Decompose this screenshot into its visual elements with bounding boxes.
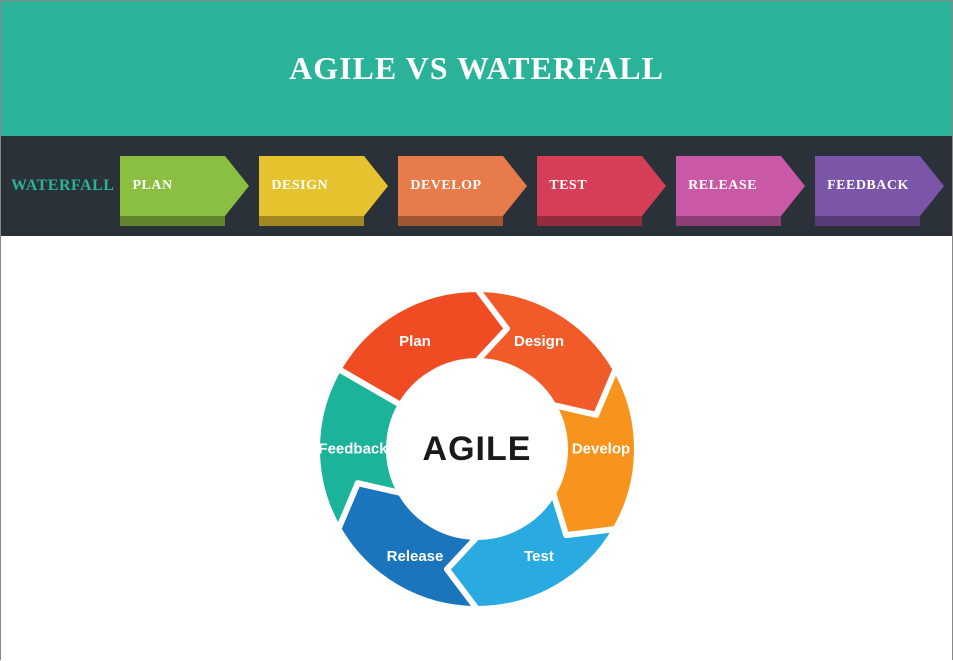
waterfall-strip: WATERFALL PLAN DESIGN DEVELOP TEST RELEASE FE… xyxy=(1,136,952,236)
arrow-right-icon xyxy=(225,156,249,216)
cycle-label-test: Test xyxy=(524,547,554,564)
step-fold xyxy=(120,216,225,226)
arrow-right-icon xyxy=(364,156,388,216)
agile-cycle-diagram: AGILE Plan Design Develop Test Release Feedbac… xyxy=(297,269,657,629)
waterfall-step-test: TEST xyxy=(537,156,666,216)
step-fold xyxy=(537,216,642,226)
cycle-label-plan: Plan xyxy=(399,333,431,350)
cycle-label-develop: Develop xyxy=(571,440,629,457)
arrow-right-icon xyxy=(642,156,666,216)
waterfall-step-plan: PLAN xyxy=(120,156,249,216)
step-fold xyxy=(815,216,920,226)
cycle-label-feedback: Feedback xyxy=(318,440,388,457)
step-label: TEST xyxy=(537,156,642,216)
step-fold xyxy=(676,216,781,226)
step-label: DEVELOP xyxy=(398,156,503,216)
title-banner: AGILE VS WATERFALL xyxy=(1,1,952,136)
arrow-right-icon xyxy=(503,156,527,216)
step-label: RELEASE xyxy=(676,156,781,216)
step-label: PLAN xyxy=(120,156,225,216)
waterfall-step-design: DESIGN xyxy=(259,156,388,216)
step-fold xyxy=(259,216,364,226)
agile-area: AGILE Plan Design Develop Test Release Feedbac… xyxy=(1,236,952,661)
cycle-label-design: Design xyxy=(513,333,563,350)
waterfall-label: WATERFALL xyxy=(9,177,120,195)
step-label: FEEDBACK xyxy=(815,156,920,216)
cycle-label-release: Release xyxy=(386,547,443,564)
arrow-right-icon xyxy=(781,156,805,216)
arrow-right-icon xyxy=(920,156,944,216)
waterfall-step-release: RELEASE xyxy=(676,156,805,216)
step-fold xyxy=(398,216,503,226)
page-title: AGILE VS WATERFALL xyxy=(289,50,664,87)
step-label: DESIGN xyxy=(259,156,364,216)
agile-center-label: AGILE xyxy=(422,430,531,468)
waterfall-step-develop: DEVELOP xyxy=(398,156,527,216)
waterfall-step-feedback: FEEDBACK xyxy=(815,156,944,216)
